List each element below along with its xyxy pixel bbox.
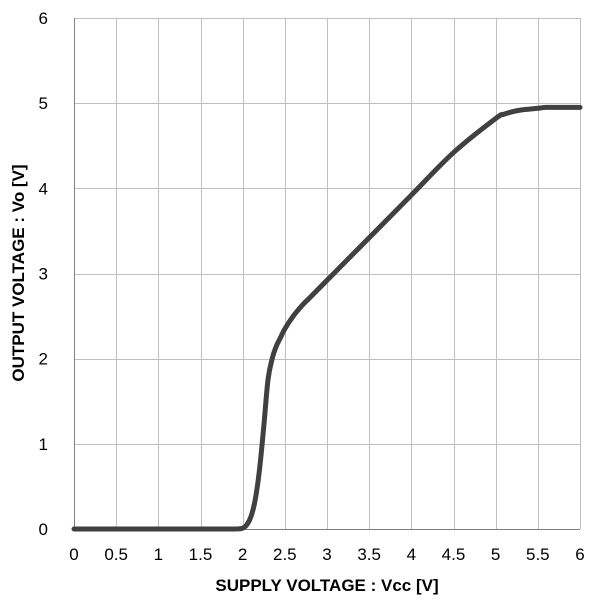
x-tick-label: 5: [491, 545, 500, 564]
y-axis-title: OUTPUT VOLTAGE : Vo [V]: [9, 164, 28, 381]
y-tick-label: 3: [39, 265, 48, 284]
series-layer: [71, 104, 583, 532]
x-tick-label: 0.5: [104, 545, 128, 564]
x-tick-label: 2: [238, 545, 247, 564]
series-line: [71, 104, 583, 532]
x-tick-label: 4.5: [442, 545, 466, 564]
x-tick-label: 6: [575, 545, 584, 564]
x-tick-label: 3.5: [357, 545, 381, 564]
y-tick-label: 6: [39, 9, 48, 28]
y-tick-label: 5: [39, 94, 48, 113]
x-tick-label: 1.5: [189, 545, 213, 564]
y-tick-label: 4: [39, 179, 48, 198]
y-tick-labels: 0 1 2 3 4 5 6: [39, 9, 48, 539]
x-axis-title: SUPPLY VOLTAGE : Vcc [V]: [215, 576, 438, 595]
x-tick-label: 5.5: [526, 545, 550, 564]
grid: [74, 18, 581, 530]
x-tick-label: 1: [154, 545, 163, 564]
y-tick-label: 0: [39, 520, 48, 539]
x-tick-label: 4: [407, 545, 416, 564]
x-tick-label: 2.5: [273, 545, 297, 564]
x-tick-label: 0: [69, 545, 78, 564]
x-tick-label: 3: [322, 545, 331, 564]
y-tick-label: 2: [39, 350, 48, 369]
y-tick-label: 1: [39, 435, 48, 454]
x-tick-labels: 0 0.5 1 1.5 2 2.5 3 3.5 4 4.5 5 5.5 6: [69, 545, 584, 564]
